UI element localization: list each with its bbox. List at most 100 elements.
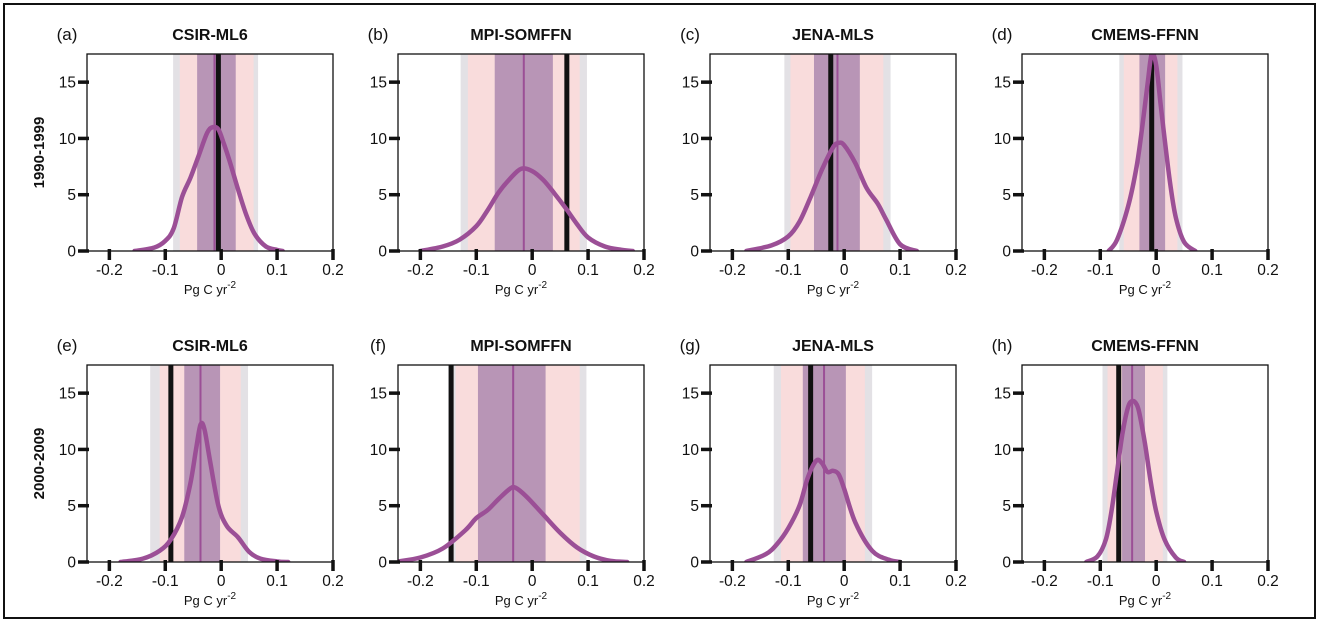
y-tick-label: 5 xyxy=(67,187,76,204)
x-axis-label-exp: -2 xyxy=(538,280,547,291)
density-curve xyxy=(132,124,285,251)
plot-area xyxy=(744,365,903,562)
panel-g: 0 5 10 15 -0.2 -0.1 0 0.1 0.2 Pg C yr-2 (g) JENA-ML… xyxy=(680,336,967,608)
y-tick-label: 5 xyxy=(1002,187,1011,204)
panel-f: 0 5 10 15 -0.2 -0.1 0 0.1 0.2 Pg C yr-2 (f) MPI-SOM… xyxy=(370,336,655,608)
y-tick-label: 5 xyxy=(378,187,387,204)
x-axis-label-text: Pg C yr xyxy=(1119,593,1163,608)
panel-title: MPI-SOMFFN xyxy=(470,338,571,355)
x-axis-label-exp: -2 xyxy=(538,591,547,602)
y-tick-label: 5 xyxy=(1002,498,1011,515)
x-axis-label: Pg C yr-2 xyxy=(495,280,548,297)
y-tick-label: 5 xyxy=(690,498,699,515)
x-tick-label: 0.1 xyxy=(1201,573,1223,590)
plot-frame xyxy=(709,53,957,252)
plot-frame xyxy=(397,364,645,563)
y-tick-label: 10 xyxy=(370,442,388,459)
x-tick-label: 0 xyxy=(217,262,226,279)
y-tick-label: 0 xyxy=(690,244,699,261)
y-tick-label: 0 xyxy=(378,555,387,572)
x-tick-label: 0.2 xyxy=(945,262,967,279)
figure-frame xyxy=(3,3,1316,619)
inner-band xyxy=(184,365,221,562)
x-axis-label: Pg C yr-2 xyxy=(495,591,548,608)
x-tick-label: -0.1 xyxy=(1087,573,1114,590)
y-tick-label: 5 xyxy=(67,498,76,515)
density-curve xyxy=(744,457,903,562)
density-curve xyxy=(744,140,920,251)
x-tick-label: -0.2 xyxy=(96,262,123,279)
plot-frame xyxy=(1021,53,1269,252)
plot-frame xyxy=(709,364,957,563)
density-curve xyxy=(118,420,291,562)
x-tick-label: -0.1 xyxy=(775,573,802,590)
plot-area xyxy=(132,54,285,251)
x-tick-label: -0.2 xyxy=(1031,573,1058,590)
x-tick-label: -0.1 xyxy=(152,573,179,590)
plot-frame xyxy=(86,53,334,252)
panel-b: 0 5 10 15 -0.2 -0.1 0 0.1 0.2 Pg C yr-2 (b) MPI-SOM… xyxy=(368,25,655,297)
y-tick-label: 10 xyxy=(994,442,1012,459)
x-tick-label: 0.2 xyxy=(1257,262,1279,279)
density-curve xyxy=(1084,398,1187,562)
x-axis-label-exp: -2 xyxy=(850,280,859,291)
x-tick-label: -0.2 xyxy=(96,573,123,590)
panel-label: (e) xyxy=(57,336,78,355)
panel-label: (c) xyxy=(680,25,700,44)
x-tick-label: 0.2 xyxy=(633,262,655,279)
panel-label: (d) xyxy=(992,25,1013,44)
x-tick-label: 0.1 xyxy=(1201,262,1223,279)
x-tick-label: 0.2 xyxy=(945,573,967,590)
x-tick-label: -0.1 xyxy=(463,262,490,279)
x-tick-label: -0.2 xyxy=(719,262,746,279)
y-tick-label: 15 xyxy=(59,386,76,403)
x-axis-label: Pg C yr-2 xyxy=(184,591,237,608)
panel-title: JENA-MLS xyxy=(792,27,874,44)
panel-d: 0 5 10 15 -0.2 -0.1 0 0.1 0.2 Pg C yr-2 (d) CMEMS-F… xyxy=(992,25,1279,297)
x-axis-label-exp: -2 xyxy=(1162,591,1171,602)
x-axis-label: Pg C yr-2 xyxy=(1119,591,1172,608)
x-axis-label: Pg C yr-2 xyxy=(1119,280,1172,297)
panel-label: (g) xyxy=(680,336,701,355)
panel-label: (a) xyxy=(57,25,78,44)
inner-band xyxy=(477,365,546,562)
x-tick-label: 0.2 xyxy=(633,573,655,590)
x-tick-label: -0.2 xyxy=(407,573,434,590)
density-curve xyxy=(418,166,636,251)
plot-area xyxy=(1084,365,1187,562)
x-axis-label-text: Pg C yr xyxy=(184,593,228,608)
plot-frame xyxy=(86,364,334,563)
x-tick-label: 0.1 xyxy=(889,262,911,279)
x-axis-label: Pg C yr-2 xyxy=(807,591,860,608)
panel-title: CSIR-ML6 xyxy=(172,338,248,355)
x-tick-label: 0.1 xyxy=(889,573,911,590)
panel-label: (b) xyxy=(368,25,389,44)
x-axis-label-text: Pg C yr xyxy=(807,593,851,608)
y-tick-label: 0 xyxy=(1002,244,1011,261)
x-axis-label-exp: -2 xyxy=(1162,280,1171,291)
y-tick-label: 0 xyxy=(67,555,76,572)
plot-area xyxy=(398,365,630,562)
y-tick-label: 15 xyxy=(682,386,699,403)
x-axis-label-exp: -2 xyxy=(227,591,236,602)
x-axis-label: Pg C yr-2 xyxy=(184,280,237,297)
x-tick-label: 0 xyxy=(528,573,537,590)
panel-c: 0 5 10 15 -0.2 -0.1 0 0.1 0.2 Pg C yr-2 (c) JENA-ML… xyxy=(680,25,967,297)
row-label: 1990-1999 xyxy=(31,117,48,189)
plot-area xyxy=(744,54,920,251)
y-tick-label: 15 xyxy=(59,75,76,92)
y-tick-label: 5 xyxy=(690,187,699,204)
plot-frame xyxy=(1021,364,1269,563)
x-tick-label: -0.1 xyxy=(463,573,490,590)
x-tick-label: 0 xyxy=(1152,262,1161,279)
panel-title: MPI-SOMFFN xyxy=(470,27,571,44)
plot-area xyxy=(1106,54,1198,251)
x-tick-label: 0.2 xyxy=(322,573,344,590)
x-axis-label: Pg C yr-2 xyxy=(807,280,860,297)
y-tick-label: 0 xyxy=(690,555,699,572)
panel-a: 0 5 10 15 -0.2 -0.1 0 0.1 0.2 Pg C yr-2 (a) CSIR-ML… xyxy=(57,25,344,297)
panel-title: CMEMS-FFNN xyxy=(1091,338,1199,355)
inner-band xyxy=(1122,365,1145,562)
density-curve xyxy=(398,484,630,562)
